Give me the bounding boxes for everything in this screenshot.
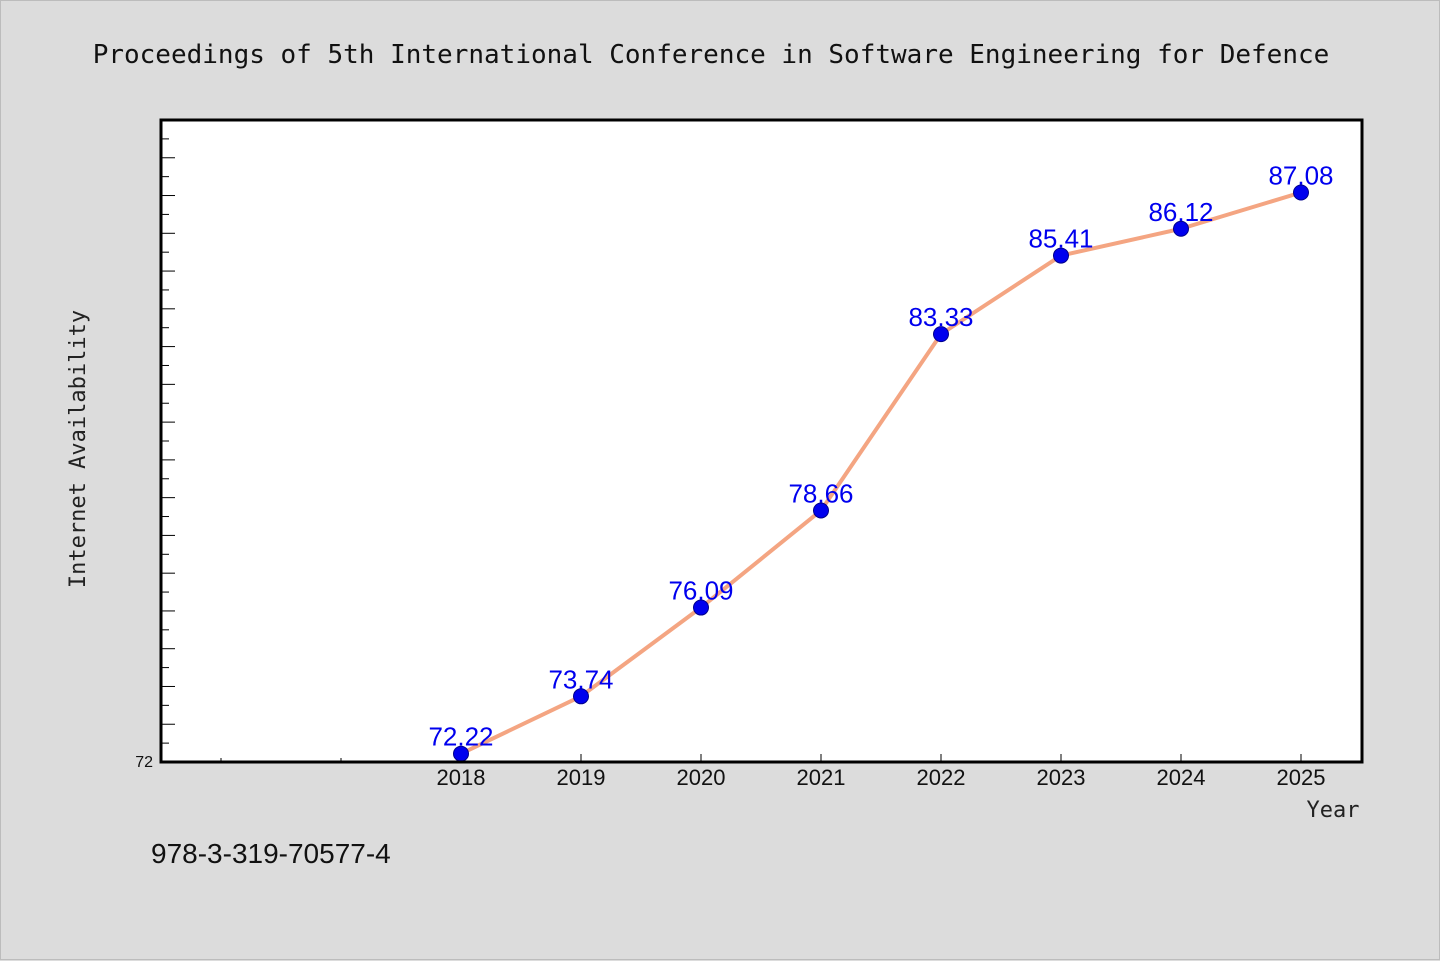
series-line: [459, 190, 1303, 756]
x-tick-label: 2020: [677, 765, 726, 790]
data-label: 87.08: [1268, 161, 1333, 191]
data-label: 83.33: [908, 302, 973, 332]
x-tick-label: 2025: [1277, 765, 1326, 790]
data-point: [1173, 220, 1189, 237]
chart-title: Proceedings of 5th International Confere…: [93, 40, 1330, 70]
data-label: 85.41: [1028, 224, 1093, 254]
x-tick-label: 2023: [1037, 765, 1086, 790]
plot-area: [161, 120, 1362, 762]
y-axis-label: Internet Availability: [66, 310, 91, 588]
data-point: [1293, 184, 1309, 201]
data-point: [933, 326, 949, 343]
x-axis-label: Year: [1307, 798, 1360, 823]
data-label: 78.66: [788, 478, 853, 508]
data-label: 73.74: [548, 664, 613, 694]
series-layer: 72.22 73.74 76.09 78.66 83.33 85.41 86.12 87.08: [428, 161, 1334, 762]
data-label: 72.22: [428, 722, 493, 752]
y-axis-ticks: [161, 119, 175, 763]
data-label: 76.09: [668, 576, 733, 606]
data-point: [813, 502, 829, 519]
data-point: [573, 688, 589, 705]
data-point: [693, 599, 709, 616]
y-tick-label: 72: [135, 754, 153, 771]
data-label: 86.12: [1148, 197, 1213, 227]
x-tick-label: 2018: [437, 765, 486, 790]
x-axis-tick-labels: 2018 2019 2020 2021 2022 2023 2024 2025: [437, 765, 1326, 790]
x-tick-label: 2022: [917, 765, 966, 790]
isbn-text: 978-3-319-70577-4: [151, 838, 391, 869]
data-point: [1053, 247, 1069, 264]
x-tick-label: 2019: [557, 765, 606, 790]
plot-border: [159, 118, 1364, 764]
x-tick-label: 2024: [1157, 765, 1206, 790]
x-tick-label: 2021: [797, 765, 846, 790]
